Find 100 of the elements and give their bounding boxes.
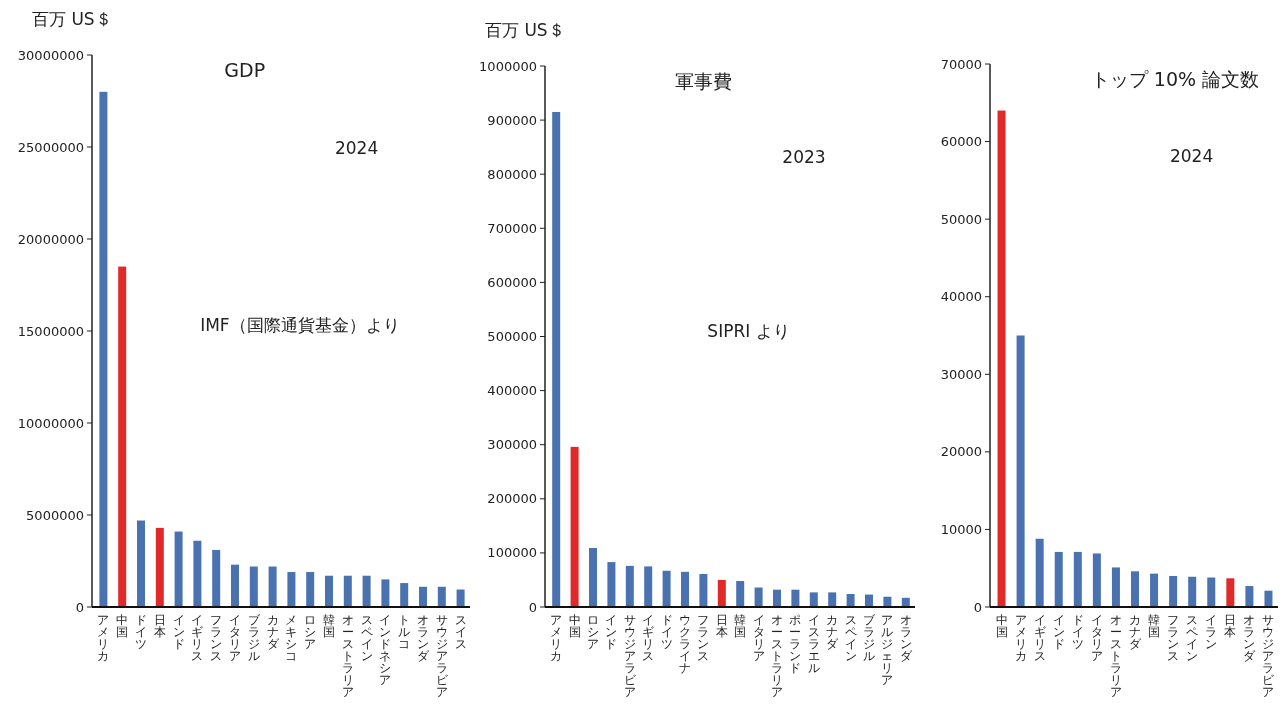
x-tick-label: イギリス bbox=[642, 613, 655, 663]
bar bbox=[231, 564, 239, 607]
y-tick-label: 400000 bbox=[487, 383, 537, 399]
x-tick-label: サウジアラビア bbox=[1262, 613, 1276, 699]
x-tick-label: 韓国 bbox=[1148, 613, 1161, 639]
x-tick-label: 日本 bbox=[153, 613, 166, 639]
x-tick-label: スイス bbox=[454, 613, 467, 651]
x-tick-label: 韓国 bbox=[734, 613, 747, 639]
x-tick-label: サウジアラビア bbox=[623, 613, 637, 699]
y-tick-label: 15000000 bbox=[17, 323, 84, 339]
x-tick-label: サウジアラビア bbox=[435, 613, 449, 699]
y-tick-label: 0 bbox=[75, 599, 84, 615]
x-tick-label: スペイン bbox=[1186, 613, 1199, 663]
bar bbox=[754, 587, 763, 607]
x-tick-label: インド bbox=[172, 613, 185, 651]
bar bbox=[1226, 578, 1235, 607]
y-axis-title: 百万 US＄ bbox=[485, 20, 565, 40]
bar bbox=[1169, 575, 1178, 607]
annotation: 2023 bbox=[782, 147, 826, 168]
x-tick-label: フランス bbox=[1167, 613, 1180, 663]
bar bbox=[997, 110, 1006, 607]
x-tick-label: イスラエル bbox=[807, 613, 820, 675]
bar bbox=[287, 572, 296, 607]
bar bbox=[193, 540, 202, 607]
y-tick-label: 0 bbox=[973, 599, 982, 615]
x-tick-label: インド bbox=[1052, 613, 1065, 651]
x-tick-label: 中国 bbox=[568, 613, 581, 639]
chart-title: トップ 10% 論文数 bbox=[1090, 68, 1260, 90]
bar bbox=[607, 562, 616, 607]
y-tick-label: 1000000 bbox=[479, 58, 537, 74]
annotation: 2024 bbox=[334, 138, 379, 159]
y-tick-label: 25000000 bbox=[17, 139, 84, 155]
bar bbox=[343, 575, 352, 607]
x-tick-label: カナダ bbox=[826, 613, 840, 651]
bar bbox=[325, 575, 333, 607]
y-tick-label: 30000000 bbox=[17, 47, 84, 63]
y-tick-label: 20000 bbox=[940, 444, 982, 460]
bar bbox=[419, 586, 427, 607]
y-tick-label: 800000 bbox=[487, 166, 537, 182]
chart-title: 軍事費 bbox=[674, 70, 732, 92]
bar bbox=[1073, 551, 1082, 607]
bar bbox=[1054, 551, 1063, 607]
y-tick-label: 900000 bbox=[487, 112, 537, 128]
y-tick-label: 100000 bbox=[487, 545, 537, 561]
x-tick-label: ブラジル bbox=[863, 613, 876, 663]
y-axis-title: 百万 US＄ bbox=[32, 9, 112, 29]
x-tick-label: インド bbox=[605, 613, 618, 651]
bar bbox=[1245, 586, 1254, 607]
bar bbox=[736, 581, 745, 607]
y-tick-label: 300000 bbox=[487, 437, 537, 453]
bar bbox=[99, 91, 108, 607]
x-tick-label: オーストラリア bbox=[341, 613, 354, 699]
x-tick-label: ブラジル bbox=[247, 613, 261, 663]
bar bbox=[552, 111, 561, 607]
y-tick-label: 600000 bbox=[487, 274, 537, 290]
x-tick-label: ロシア bbox=[587, 613, 599, 651]
x-tick-label: イタリア bbox=[1090, 613, 1103, 663]
x-tick-label: オランダ bbox=[1243, 613, 1257, 663]
y-tick-label: 40000 bbox=[940, 289, 982, 305]
x-tick-label: オランダ bbox=[899, 613, 913, 663]
bar bbox=[437, 586, 446, 607]
bar bbox=[681, 571, 689, 607]
x-tick-label: カナダ bbox=[266, 613, 280, 651]
bar bbox=[381, 579, 390, 607]
x-tick-label: イラン bbox=[1205, 613, 1218, 651]
x-tick-label: 日本 bbox=[715, 613, 728, 639]
x-tick-label: イタリア bbox=[229, 613, 241, 663]
x-tick-label: フランス bbox=[697, 613, 710, 663]
annotation: 2024 bbox=[1169, 145, 1214, 166]
y-tick-label: 60000 bbox=[940, 134, 982, 150]
bar bbox=[1150, 573, 1159, 607]
x-tick-label: ポーランド bbox=[789, 613, 802, 675]
x-tick-label: イギリス bbox=[1033, 613, 1046, 663]
x-tick-label: オーストラリア bbox=[1109, 613, 1122, 699]
x-tick-label: 中国 bbox=[116, 613, 129, 639]
bar bbox=[1188, 576, 1197, 607]
bar bbox=[1035, 538, 1044, 607]
bar bbox=[249, 566, 258, 607]
chart-title: GDP bbox=[224, 59, 266, 81]
y-tick-label: 5000000 bbox=[26, 507, 84, 523]
y-tick-label: 70000 bbox=[940, 56, 982, 72]
bar bbox=[118, 266, 127, 607]
annotation: SIPRI より bbox=[707, 320, 790, 341]
y-tick-label: 700000 bbox=[487, 220, 537, 236]
x-tick-label: アメリカ bbox=[97, 613, 110, 663]
x-tick-label: ドイツ bbox=[135, 613, 147, 651]
x-tick-label: ドイツ bbox=[660, 613, 673, 651]
x-tick-label: アルジェリア bbox=[881, 613, 894, 687]
bar bbox=[717, 579, 726, 607]
y-tick-label: 20000000 bbox=[17, 231, 84, 247]
y-tick-label: 0 bbox=[528, 599, 537, 615]
bar bbox=[644, 566, 653, 607]
y-tick-label: 500000 bbox=[487, 329, 537, 345]
x-tick-label: アメリカ bbox=[550, 613, 563, 663]
y-tick-label: 10000 bbox=[940, 521, 982, 537]
bar bbox=[155, 527, 164, 607]
bar bbox=[1264, 590, 1273, 607]
bar bbox=[1131, 571, 1139, 607]
x-tick-label: 中国 bbox=[995, 613, 1008, 639]
bar bbox=[1111, 567, 1120, 607]
